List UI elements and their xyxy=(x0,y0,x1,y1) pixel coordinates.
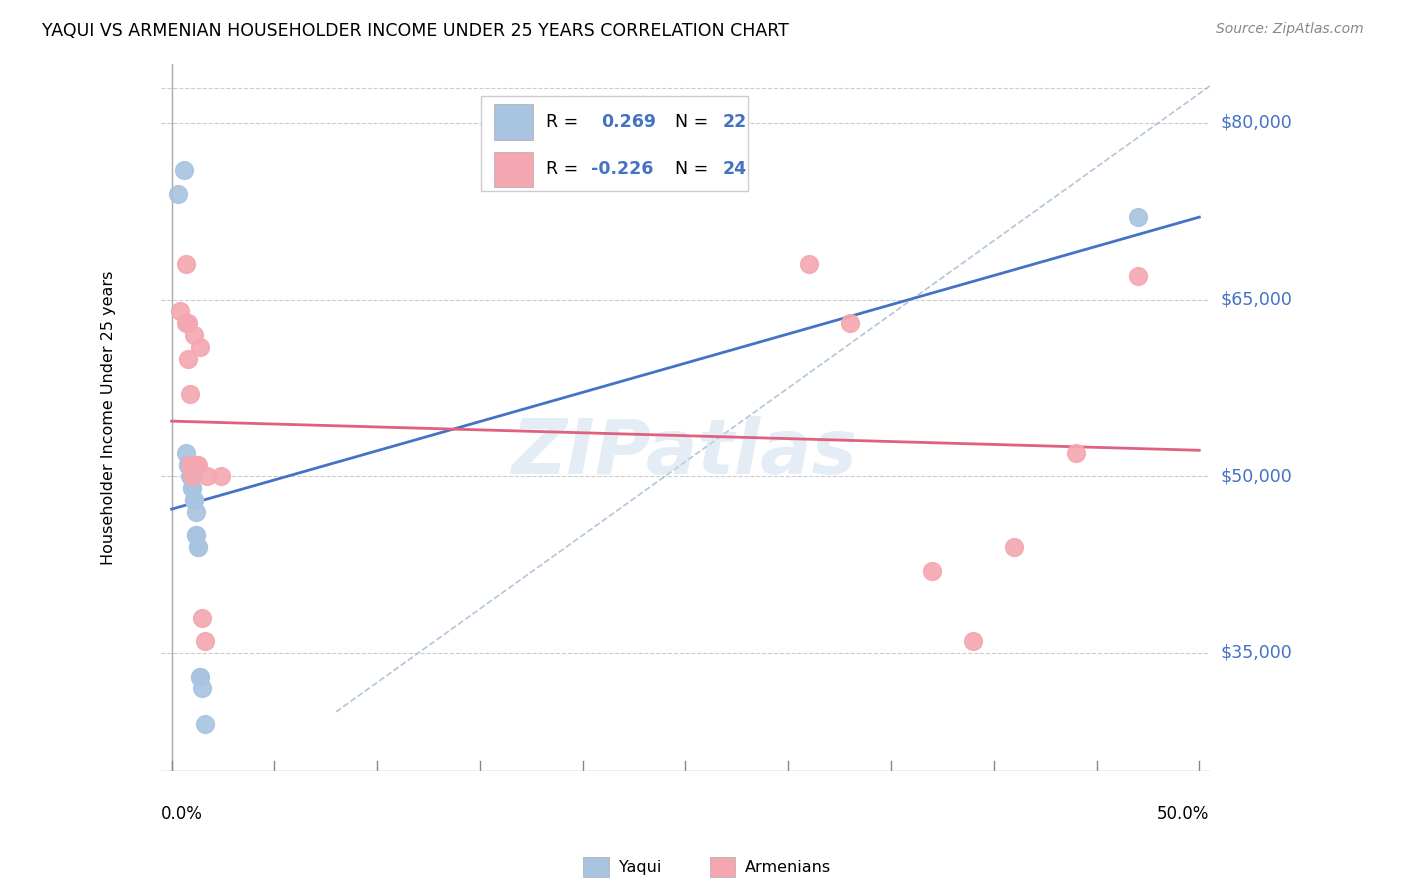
Text: 22: 22 xyxy=(723,113,747,131)
Point xyxy=(921,564,943,578)
Bar xyxy=(494,152,533,187)
Point xyxy=(183,492,205,507)
Point xyxy=(838,316,860,330)
Text: YAQUI VS ARMENIAN HOUSEHOLDER INCOME UNDER 25 YEARS CORRELATION CHART: YAQUI VS ARMENIAN HOUSEHOLDER INCOME UND… xyxy=(42,22,789,40)
Point xyxy=(193,634,215,648)
Point xyxy=(209,469,232,483)
Point xyxy=(186,458,208,472)
Point xyxy=(181,481,204,495)
Point xyxy=(186,528,208,542)
Point xyxy=(187,540,209,554)
Point xyxy=(174,257,197,271)
Text: $65,000: $65,000 xyxy=(1220,291,1292,309)
Point xyxy=(190,669,212,683)
Text: N =: N = xyxy=(675,113,714,131)
Point xyxy=(169,304,191,318)
Point xyxy=(177,458,200,472)
Point xyxy=(187,540,209,554)
Point xyxy=(177,351,200,366)
Point xyxy=(186,528,208,542)
Text: $80,000: $80,000 xyxy=(1220,114,1292,132)
Point xyxy=(174,446,197,460)
Point xyxy=(181,469,204,483)
Point xyxy=(190,340,212,354)
Text: -0.226: -0.226 xyxy=(591,161,654,178)
FancyBboxPatch shape xyxy=(481,95,748,191)
Point xyxy=(179,458,201,472)
Point xyxy=(183,492,205,507)
Point xyxy=(190,669,212,683)
Point xyxy=(1126,210,1149,224)
Point xyxy=(177,458,200,472)
Point xyxy=(183,328,205,343)
Point xyxy=(191,681,214,696)
Point xyxy=(195,469,218,483)
Text: R =: R = xyxy=(546,161,583,178)
Point xyxy=(173,163,195,178)
Point xyxy=(166,186,188,201)
Point xyxy=(174,316,197,330)
Point xyxy=(1002,540,1025,554)
Text: 0.269: 0.269 xyxy=(602,113,657,131)
Text: Yaqui: Yaqui xyxy=(619,860,661,874)
Point xyxy=(962,634,984,648)
Text: N =: N = xyxy=(675,161,714,178)
Point xyxy=(179,469,201,483)
Text: Source: ZipAtlas.com: Source: ZipAtlas.com xyxy=(1216,22,1364,37)
Point xyxy=(179,458,201,472)
Text: Householder Income Under 25 years: Householder Income Under 25 years xyxy=(101,270,117,565)
Point xyxy=(181,469,204,483)
Text: ZIPatlas: ZIPatlas xyxy=(512,416,859,490)
Text: 0.0%: 0.0% xyxy=(162,805,204,823)
Text: Armenians: Armenians xyxy=(745,860,831,874)
Point xyxy=(1064,446,1087,460)
Point xyxy=(179,387,201,401)
Text: 24: 24 xyxy=(723,161,747,178)
Point xyxy=(181,481,204,495)
Text: 50.0%: 50.0% xyxy=(1157,805,1209,823)
Point xyxy=(1126,268,1149,283)
Point xyxy=(186,505,208,519)
Point xyxy=(797,257,820,271)
Point xyxy=(187,458,209,472)
Text: $35,000: $35,000 xyxy=(1220,644,1292,662)
Point xyxy=(191,610,214,624)
Point xyxy=(181,458,204,472)
Point xyxy=(193,716,215,731)
Point xyxy=(177,316,200,330)
Text: $50,000: $50,000 xyxy=(1220,467,1292,485)
Bar xyxy=(494,104,533,140)
Text: R =: R = xyxy=(546,113,589,131)
